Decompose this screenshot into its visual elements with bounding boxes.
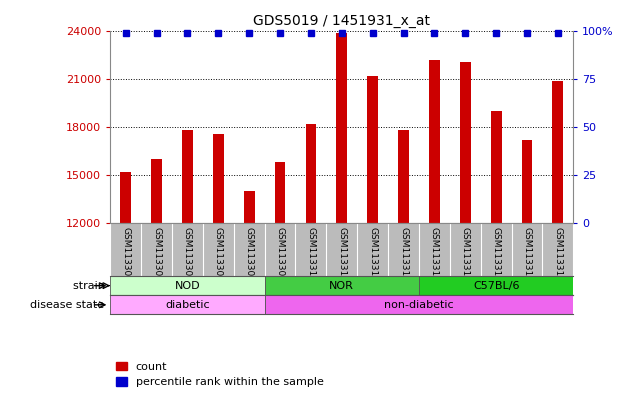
Text: GSM1133105: GSM1133105 xyxy=(461,227,470,288)
Text: GSM1133094: GSM1133094 xyxy=(121,227,130,288)
Text: GSM1133096: GSM1133096 xyxy=(183,227,192,288)
Text: NOR: NOR xyxy=(329,281,354,291)
Bar xyxy=(398,130,409,223)
Text: GSM1133097: GSM1133097 xyxy=(214,227,223,288)
Bar xyxy=(213,134,224,223)
Bar xyxy=(491,111,501,223)
Bar xyxy=(553,81,563,223)
Bar xyxy=(336,33,347,223)
Title: GDS5019 / 1451931_x_at: GDS5019 / 1451931_x_at xyxy=(253,14,430,28)
Bar xyxy=(419,276,573,295)
Text: GSM1133099: GSM1133099 xyxy=(275,227,285,288)
Bar xyxy=(110,295,265,314)
Bar xyxy=(306,124,316,223)
Text: GSM1133102: GSM1133102 xyxy=(368,227,377,288)
Text: GSM1133095: GSM1133095 xyxy=(152,227,161,288)
Legend: count, percentile rank within the sample: count, percentile rank within the sample xyxy=(116,362,324,387)
Text: GSM1133100: GSM1133100 xyxy=(306,227,316,288)
Text: GSM1133108: GSM1133108 xyxy=(553,227,563,288)
Text: GSM1133106: GSM1133106 xyxy=(491,227,501,288)
Bar xyxy=(244,191,255,223)
Text: C57BL/6: C57BL/6 xyxy=(473,281,519,291)
Bar xyxy=(265,295,573,314)
Text: strain: strain xyxy=(72,281,108,291)
Bar xyxy=(265,276,419,295)
Text: NOD: NOD xyxy=(175,281,200,291)
Bar xyxy=(460,62,471,223)
Text: GSM1133103: GSM1133103 xyxy=(399,227,408,288)
Bar xyxy=(120,172,131,223)
Text: GSM1133098: GSM1133098 xyxy=(244,227,254,288)
Text: non-diabetic: non-diabetic xyxy=(384,300,454,310)
Text: GSM1133104: GSM1133104 xyxy=(430,227,439,288)
Bar xyxy=(367,76,378,223)
Text: diabetic: diabetic xyxy=(165,300,210,310)
Bar xyxy=(275,162,285,223)
Bar xyxy=(182,130,193,223)
Bar xyxy=(110,276,265,295)
Text: disease state: disease state xyxy=(30,300,108,310)
Text: GSM1133107: GSM1133107 xyxy=(522,227,532,288)
Bar xyxy=(522,140,532,223)
Bar xyxy=(429,60,440,223)
Text: GSM1133101: GSM1133101 xyxy=(337,227,346,288)
Bar xyxy=(151,159,162,223)
